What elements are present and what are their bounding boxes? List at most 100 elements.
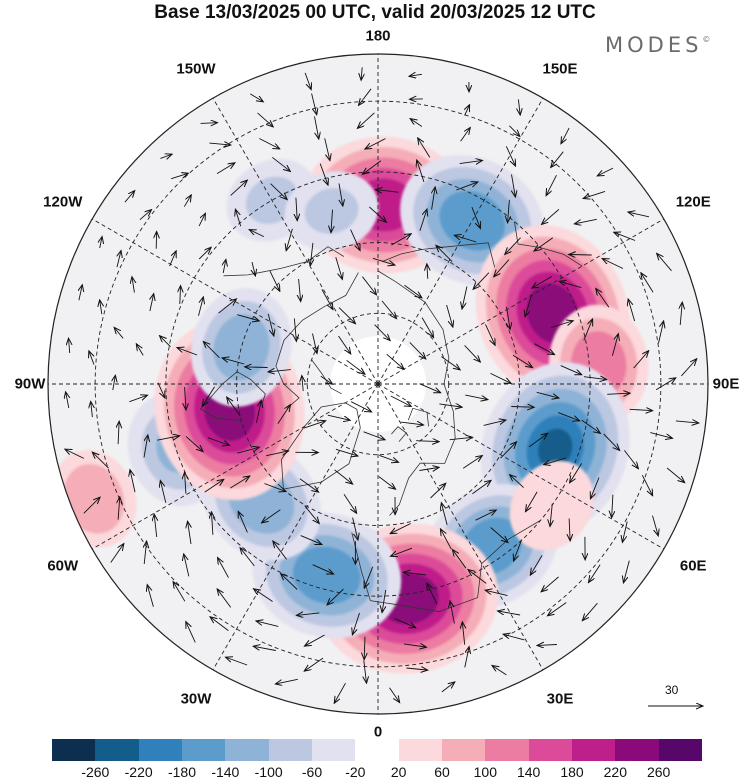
wind-arrow (294, 318, 296, 341)
wind-arrow (584, 190, 606, 198)
meridian (212, 383, 379, 671)
wind-arrow (186, 623, 196, 643)
wind-arrow (512, 354, 532, 367)
wind-arrow (328, 588, 344, 604)
wind-arrow (464, 648, 469, 668)
wind-arrow (305, 657, 324, 671)
wind-arrow (391, 547, 413, 556)
meridian (377, 383, 665, 550)
colorbar-tick-label: -260 (81, 764, 110, 780)
wind-arrow (538, 645, 557, 646)
wind-arrow (419, 383, 440, 393)
wind-arrow (650, 432, 671, 439)
wind-arrow (404, 572, 427, 575)
wind-arrow (297, 613, 320, 615)
wind-arrow (441, 683, 454, 693)
wind-arrow (456, 182, 477, 191)
colorbar-swatch (398, 739, 442, 761)
colorbar-swatch (268, 739, 312, 761)
wind-arrow (207, 437, 229, 445)
lon-label-60w: 60W (47, 557, 79, 575)
wind-arrow (514, 539, 523, 561)
wind-arrow (542, 209, 560, 223)
wind-arrow (223, 358, 245, 365)
wind-arrow (485, 324, 495, 344)
wind-arrow (450, 602, 455, 624)
wind-arrow (66, 450, 84, 459)
wind-arrow (218, 558, 229, 578)
wind-arrow (421, 317, 433, 337)
wind-arrow (624, 560, 630, 582)
colorbar-swatch (528, 739, 572, 761)
wind-arrow (417, 161, 425, 182)
wind-arrow (353, 612, 360, 634)
wind-arrow (446, 304, 453, 326)
wind-arrow (560, 365, 581, 375)
wind-arrow (160, 336, 171, 348)
wind-arrow (379, 454, 397, 462)
wind-arrow (471, 207, 480, 227)
wind-arrow (655, 378, 675, 391)
wind-arrow (227, 398, 241, 417)
wind-arrow (178, 348, 198, 356)
wind-arrow (641, 274, 654, 293)
wind-arrow (372, 257, 394, 265)
wind-arrow (419, 468, 438, 471)
coastline-8 (407, 407, 429, 427)
lon-label-30e: 30E (546, 690, 574, 708)
wind-arrow (223, 260, 226, 274)
wind-arrow (459, 161, 482, 164)
wind-arrow (494, 259, 510, 276)
lon-label-150e: 150E (542, 60, 578, 78)
wind-arrow (350, 401, 371, 412)
wind-arrow (439, 404, 461, 407)
wind-arrow (658, 322, 664, 344)
wind-arrow (623, 521, 628, 542)
wind-arrow (406, 668, 427, 670)
wind-arrow (267, 313, 273, 335)
wind-arrow (462, 456, 481, 469)
wind-arrow (143, 436, 148, 458)
wind-arrow (185, 386, 186, 409)
modes-logo: MODES© (605, 33, 710, 57)
meridian (212, 97, 379, 385)
wind-arrow (246, 367, 268, 368)
lon-label-90e: 90E (712, 375, 740, 393)
wind-arrow (154, 515, 156, 538)
wind-arrow (569, 518, 570, 540)
colorbar-swatch (658, 739, 702, 761)
wind-arrow (611, 335, 618, 356)
wind-arrow (534, 343, 553, 355)
wind-arrow (374, 324, 390, 340)
wind-arrow (403, 644, 426, 647)
wind-arrow (266, 451, 288, 457)
wind-arrow (464, 345, 480, 361)
meridian (377, 383, 544, 671)
wind-arrow (169, 252, 176, 267)
wind-arrow (174, 582, 186, 602)
wind-arrow (150, 295, 154, 312)
wind-arrow (132, 278, 134, 293)
wind-arrow (262, 509, 281, 523)
wind-arrow (490, 527, 508, 542)
wind-arrow (300, 535, 321, 545)
lon-label-120e: 120E (675, 193, 711, 211)
wind-arrow (603, 259, 624, 269)
wind-arrow (236, 210, 242, 227)
wind-arrow (204, 480, 223, 493)
coastline-9 (391, 426, 407, 442)
map-boundary (47, 53, 709, 715)
wind-arrow (666, 467, 684, 482)
wind-arrow (506, 237, 521, 254)
wind-arrow (257, 621, 279, 627)
wind-arrow (183, 196, 191, 207)
wind-arrow (100, 301, 102, 315)
wind-arrow (237, 314, 258, 321)
wind-arrow (327, 414, 350, 420)
wind-arrow (226, 658, 248, 666)
wind-arrow (241, 549, 255, 567)
wind-arrow (386, 353, 404, 368)
wind-arrow (376, 190, 399, 193)
wind-arrow (93, 453, 109, 469)
